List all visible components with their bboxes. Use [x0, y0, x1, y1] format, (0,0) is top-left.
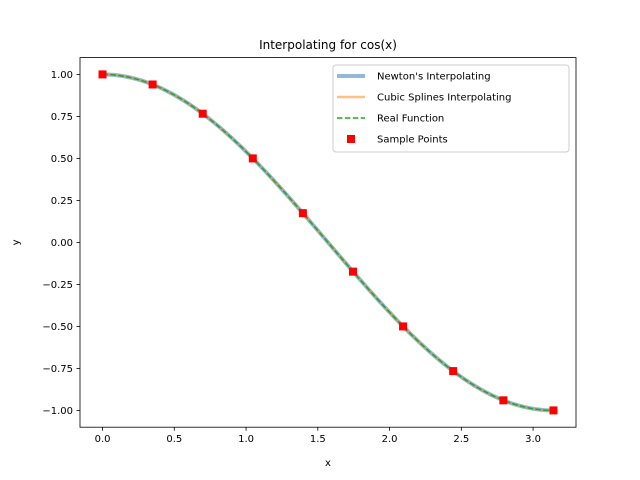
axes-layer: 0.0 0.5 1.0 1.5 2.0 2.5 3.0 1.00 0.75 0.50 0.25 0.0…	[42, 57, 577, 445]
sample-point	[549, 406, 558, 415]
x-tick-label: 0.0	[95, 434, 111, 445]
legend-label: Newton's Interpolating	[377, 72, 491, 83]
x-tick-label: 3.0	[525, 434, 541, 445]
y-tick-label: 0.25	[51, 196, 73, 207]
y-axis-label: y	[11, 239, 22, 245]
chart-title: Interpolating for cos(x)	[259, 38, 397, 52]
sample-point	[499, 396, 508, 405]
y-tick-label: −0.25	[42, 280, 73, 291]
series-line-real-function	[102, 73, 554, 412]
legend-box	[332, 64, 570, 153]
x-tick-label: 2.0	[382, 434, 398, 445]
y-tick-label: 1.00	[51, 70, 73, 81]
x-axis-label: x	[325, 458, 331, 469]
y-tick-label: 0.75	[51, 112, 73, 123]
x-tick-label: 1.5	[310, 434, 326, 445]
legend-label: Sample Points	[377, 135, 448, 146]
y-tick-label: −0.75	[42, 364, 73, 375]
x-tick-label: 2.5	[453, 434, 469, 445]
sample-point	[399, 322, 408, 331]
sample-point	[148, 80, 157, 89]
sample-point	[449, 367, 458, 376]
y-tick-label: −1.00	[42, 406, 73, 417]
legend-label: Real Function	[377, 114, 444, 125]
sample-point	[348, 267, 357, 276]
sample-point	[198, 109, 207, 118]
x-tick-label: 1.0	[238, 434, 254, 445]
legend-label: Cubic Splines Interpolating	[377, 93, 511, 104]
series-layer	[98, 70, 558, 415]
x-tick-label: 0.5	[166, 434, 182, 445]
sample-point	[248, 154, 257, 163]
legend-swatch-sample-points	[347, 135, 355, 143]
legend: Newton's Interpolating Cubic Splines Inte…	[332, 64, 570, 153]
y-tick-label: 0.00	[51, 238, 73, 249]
y-tick-label: 0.50	[51, 154, 73, 165]
sample-point	[98, 70, 107, 79]
sample-point	[298, 209, 307, 218]
y-tick-label: −0.50	[42, 322, 73, 333]
